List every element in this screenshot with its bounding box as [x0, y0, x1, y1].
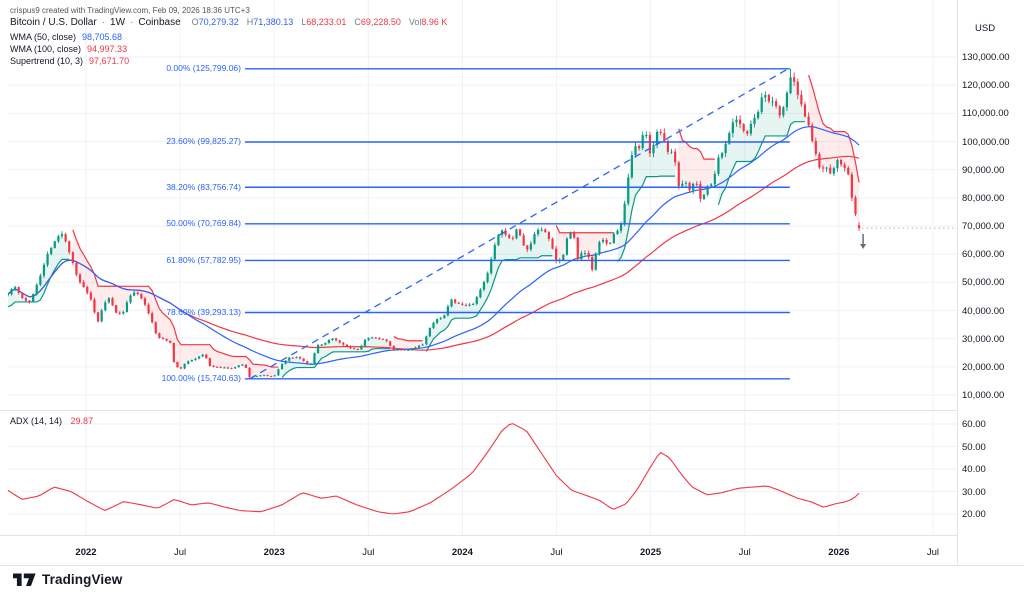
time-axis-label: Jul	[926, 547, 939, 558]
fib-label[interactable]: 23.60% (99,825.27)	[166, 136, 241, 147]
price-axis-label: 100,000.00	[962, 136, 1010, 148]
currency-label: USD	[975, 23, 996, 34]
price-axis-label: 60,000.00	[962, 249, 1005, 261]
ohlc-item: Vol8.96 K	[408, 17, 448, 27]
separator-dot: ·	[130, 17, 134, 28]
symbol-exchange: Coinbase	[138, 17, 181, 28]
time-axis-label: 2025	[640, 547, 662, 558]
price-axis-label: 50,000.00	[962, 277, 1005, 289]
separator-dot: ·	[101, 17, 106, 28]
price-axis-label: 130,000.00	[962, 52, 1010, 63]
indicator-row[interactable]: WMA (100, close) 94,997.33	[10, 43, 129, 55]
time-axis-label: 2024	[451, 547, 473, 558]
symbol-interval: 1W	[110, 17, 126, 28]
indicator-value: 97,671.70	[89, 56, 130, 66]
fib-label[interactable]: 61.80% (57,782.95)	[166, 254, 241, 265]
indicator-value: 94,997.33	[87, 44, 128, 54]
tradingview-logo-text: TradingView	[42, 572, 123, 587]
adx-value: 29.87	[70, 416, 94, 426]
adx-axis-label: 30.00	[962, 486, 986, 498]
adx-axis-label: 20.00	[962, 509, 986, 520]
ohlc-values: O70,279.32 H71,380.13 L68,233.01 C69,228.50…	[192, 17, 448, 27]
ohlc-item: L68,233.01	[301, 17, 347, 27]
indicator-label: WMA (100, close)	[10, 44, 82, 54]
price-axis-label: 20,000.00	[962, 361, 1005, 373]
price-axis-label: 90,000.00	[962, 164, 1005, 176]
indicator-row[interactable]: Supertrend (10, 3) 97,671.70	[10, 55, 129, 67]
adx-axis-label: 50.00	[962, 441, 986, 453]
ohlc-item: C69,228.50	[354, 17, 401, 27]
indicator-value: 98,705.68	[82, 32, 123, 42]
symbol-info[interactable]: Bitcoin / U.S. Dollar · 1W · Coinbase O7…	[10, 17, 447, 28]
time-axis-label: Jul	[174, 547, 187, 558]
price-axis-label: 70,000.00	[962, 221, 1005, 232]
price-axis-label: 10,000.00	[962, 390, 1005, 401]
price-axis-label: 120,000.00	[962, 80, 1010, 92]
indicator-row[interactable]: WMA (50, close) 98,705.68	[10, 31, 129, 43]
ohlc-item: O70,279.32	[191, 17, 239, 27]
time-axis-label: 2026	[828, 547, 850, 558]
time-axis-label: 2022	[75, 547, 97, 558]
indicator-legend: WMA (50, close) 98,705.68 WMA (100, close)…	[10, 31, 129, 67]
price-axis-label: 30,000.00	[962, 333, 1005, 345]
price-axis-label: 80,000.00	[962, 192, 1005, 204]
fib-label[interactable]: 0.00% (125,799.06)	[166, 63, 241, 74]
fib-label[interactable]: 100.00% (15,740.63)	[161, 373, 241, 384]
adx-legend[interactable]: ADX (14, 14) 29.87	[10, 416, 93, 426]
fib-label[interactable]: 50.00% (70,769.84)	[166, 218, 241, 229]
adx-label: ADX (14, 14)	[10, 416, 63, 426]
fib-label[interactable]: 78.60% (39,293.13)	[166, 306, 241, 317]
indicator-label: Supertrend (10, 3)	[10, 56, 84, 66]
fib-label[interactable]: 38.20% (83,756.74)	[166, 181, 241, 192]
price-axis-label: 110,000.00	[962, 108, 1009, 120]
symbol-title: Bitcoin / U.S. Dollar	[10, 17, 97, 28]
time-axis-label: Jul	[738, 547, 751, 558]
credit-line: crispus9 created with TradingView.com, F…	[10, 6, 250, 15]
price-axis-label: 40,000.00	[962, 305, 1005, 317]
tradingview-logo[interactable]: TradingView	[13, 572, 122, 587]
indicator-label: WMA (50, close)	[10, 32, 77, 42]
adx-axis-label: 40.00	[962, 464, 986, 475]
adx-axis-label: 60.00	[962, 419, 986, 430]
time-axis-label: Jul	[362, 547, 375, 558]
ohlc-item: H71,380.13	[246, 17, 294, 27]
time-axis-label: 2023	[263, 547, 285, 558]
time-axis-label: Jul	[550, 547, 563, 558]
tradingview-logo-icon	[13, 573, 36, 586]
